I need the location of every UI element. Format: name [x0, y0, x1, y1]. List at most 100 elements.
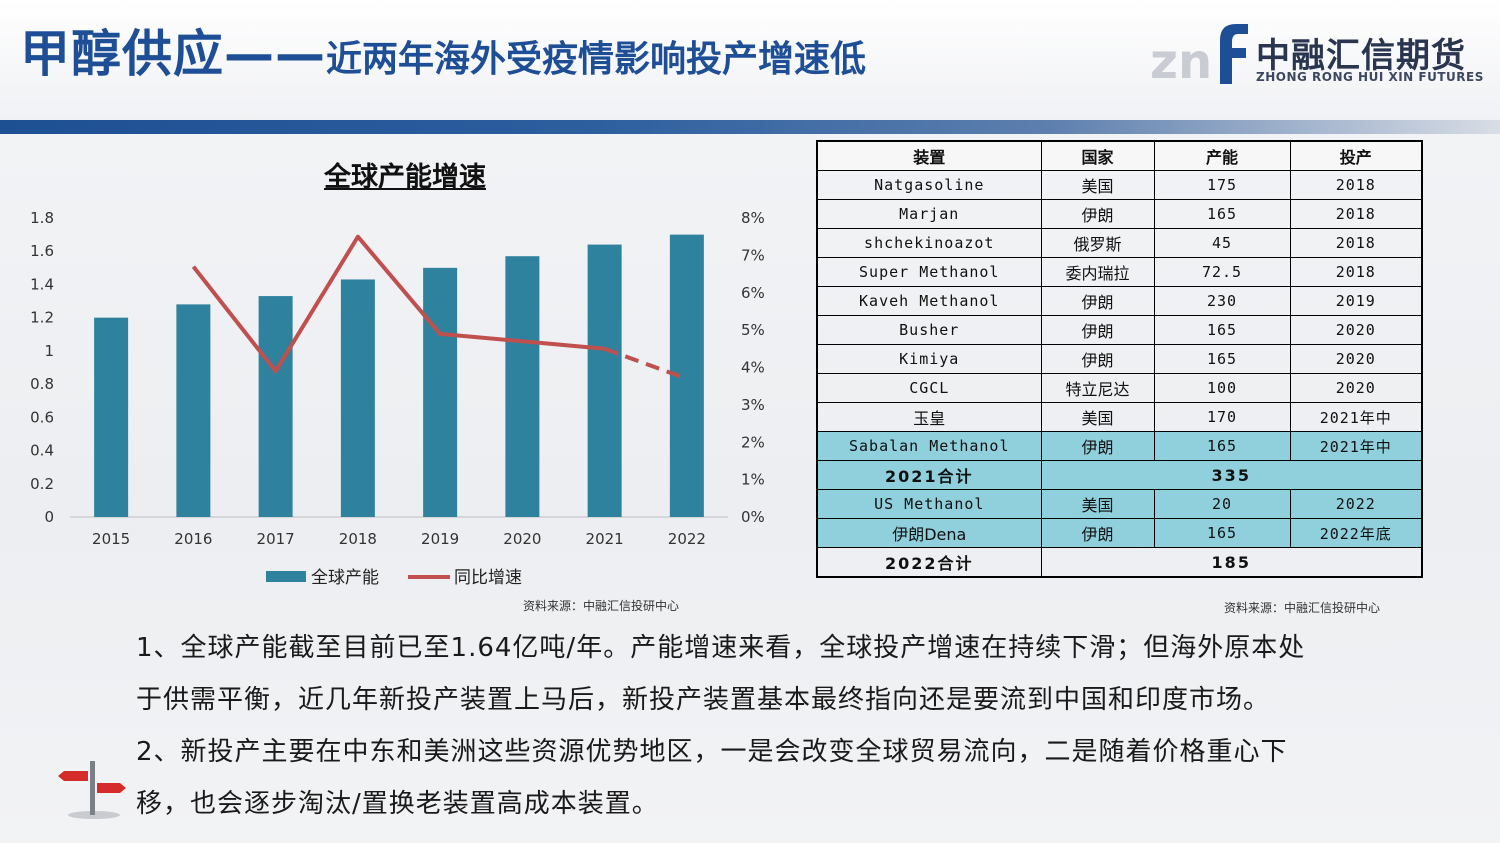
table-row: 伊朗Dena 伊朗 165 2022年底	[816, 518, 1423, 548]
table-source: 资料来源：中融汇信投研中心	[1224, 601, 1381, 615]
table-cell-start: 2018	[1289, 228, 1423, 258]
capacity-bar	[258, 296, 293, 517]
table-row: shchekinoazot 俄罗斯 45 2018	[816, 228, 1423, 258]
table-cell-name: Sabalan Methanol	[816, 431, 1042, 461]
y-tick-label: 1	[44, 342, 54, 360]
table-cell-start: 2021年中	[1289, 402, 1423, 432]
table-cell-country: 美国	[1040, 402, 1155, 432]
table-cell-country: 伊朗	[1040, 344, 1155, 374]
table-total-value: 185	[1040, 547, 1423, 578]
x-tick-label: 2019	[421, 530, 459, 548]
table-cell-capacity: 165	[1153, 431, 1291, 461]
table-cell-country: 伊朗	[1040, 431, 1155, 461]
table-total-label: 2021合计	[816, 460, 1042, 490]
y-tick-label: 1.8	[30, 209, 54, 227]
chart-source: 资料来源：中融汇信投研中心	[523, 599, 680, 613]
y-tick-label: 0	[44, 508, 54, 526]
table-row: US Methanol 美国 20 2022	[816, 489, 1423, 519]
signpost-icon	[58, 761, 126, 819]
table-cell-country: 特立尼达	[1040, 373, 1155, 403]
table-cell-start: 2022	[1289, 489, 1423, 519]
table-cell-country: 美国	[1040, 489, 1155, 519]
table-cell-country: 美国	[1040, 170, 1155, 200]
table-cell-country: 伊朗	[1040, 199, 1155, 229]
table-header-cell: 产能	[1153, 140, 1291, 171]
x-tick-label: 2022	[668, 530, 706, 548]
table-cell-name: 玉皇	[816, 402, 1042, 432]
y-tick-label: 0.4	[30, 442, 54, 460]
table-total-row: 2022合计 185	[816, 547, 1423, 578]
y-tick-label: 0.6	[30, 408, 54, 426]
table-cell-name: 伊朗Dena	[816, 518, 1042, 548]
table-cell-name: shchekinoazot	[816, 228, 1042, 258]
table-cell-name: Marjan	[816, 199, 1042, 229]
table-cell-capacity: 72.5	[1153, 257, 1291, 287]
table-cell-capacity: 165	[1153, 315, 1291, 345]
capacity-bar	[587, 244, 622, 518]
logo-mark-icon: zn	[1150, 24, 1248, 88]
table-cell-name: US Methanol	[816, 489, 1042, 519]
chart-title: 全球产能增速	[10, 155, 800, 194]
capacity-bar	[94, 317, 129, 517]
table-cell-start: 2021年中	[1289, 431, 1423, 461]
logo-cn-text: 中融汇信期货	[1256, 36, 1466, 76]
table-cell-start: 2019	[1289, 286, 1423, 316]
y2-tick-label: 4%	[741, 359, 765, 377]
table-cell-country: 伊朗	[1040, 518, 1155, 548]
legend-swatch-bar	[266, 571, 306, 582]
x-tick-label: 2017	[257, 530, 295, 548]
x-tick-label: 2020	[503, 530, 541, 548]
legend-label-growth: 同比增速	[454, 568, 522, 588]
y2-tick-label: 8%	[741, 209, 765, 227]
table-cell-name: CGCL	[816, 373, 1042, 403]
table-cell-start: 2022年底	[1289, 518, 1423, 548]
table-cell-start: 2020	[1289, 344, 1423, 374]
table-cell-start: 2020	[1289, 373, 1423, 403]
page-title-main: 甲醇供应——	[20, 25, 326, 83]
table-cell-country: 俄罗斯	[1040, 228, 1155, 258]
capacity-bar	[176, 304, 211, 517]
table-row: Super Methanol 委内瑞拉 72.5 2018	[816, 257, 1423, 287]
table-row: Kimiya 伊朗 165 2020	[816, 344, 1423, 374]
x-tick-label: 2018	[339, 530, 377, 548]
bullet-line: 1、全球产能截至目前已至1.64亿吨/年。产能增速来看，全球投产增速在持续下滑；…	[136, 633, 1306, 663]
table-total-row: 2021合计 335	[816, 460, 1423, 490]
table-row: CGCL 特立尼达 100 2020	[816, 373, 1423, 403]
table-cell-name: Super Methanol	[816, 257, 1042, 287]
table-cell-name: Kaveh Methanol	[816, 286, 1042, 316]
table-row: Natgasoline 美国 175 2018	[816, 170, 1423, 200]
table-cell-capacity: 165	[1153, 199, 1291, 229]
growth-line-projected	[603, 346, 688, 381]
table-cell-capacity: 45	[1153, 228, 1291, 258]
table-row: 玉皇 美国 170 2021年中	[816, 402, 1423, 432]
table-row: Sabalan Methanol 伊朗 165 2021年中	[816, 431, 1423, 461]
page-title-sub: 近两年海外受疫情影响投产增速低	[326, 39, 867, 80]
y-tick-label: 1.4	[30, 275, 54, 293]
table-cell-name: Natgasoline	[816, 170, 1042, 200]
y2-tick-label: 6%	[741, 284, 765, 302]
table-cell-name: Busher	[816, 315, 1042, 345]
capacity-bar	[423, 267, 458, 517]
bullet-line: 移，也会逐步淘汰/置换老装置高成本装置。	[136, 789, 659, 819]
table-cell-start: 2018	[1289, 199, 1423, 229]
bullet-line: 2、新投产主要在中东和美洲这些资源优势地区，一是会改变全球贸易流向，二是随着价格…	[136, 737, 1288, 767]
table-cell-capacity: 230	[1153, 286, 1291, 316]
table-cell-start: 2020	[1289, 315, 1423, 345]
y-tick-label: 1.6	[30, 242, 54, 260]
table-row: Marjan 伊朗 165 2018	[816, 199, 1423, 229]
header: 甲醇供应——近两年海外受疫情影响投产增速低 zn 中融汇信期货 ZHONG RO…	[0, 0, 1500, 120]
page-title: 甲醇供应——近两年海外受疫情影响投产增速低	[20, 14, 866, 86]
chart-title-text: 全球产能增速	[324, 162, 486, 193]
y2-tick-label: 5%	[741, 321, 765, 339]
table-header-cell: 装置	[816, 140, 1042, 171]
table-cell-name: Kimiya	[816, 344, 1042, 374]
capacity-bar	[340, 279, 375, 517]
chart-panel: 0 0.2 0.4 0.6 0.8 1 1.2 1.4 1.6 1.8 0% 1% 2% 3% 4% 5% 6%…	[10, 140, 800, 620]
bullet-text: 1、全球产能截至目前已至1.64亿吨/年。产能增速来看，全球投产增速在持续下滑；…	[136, 622, 1436, 830]
logo-en-text: ZHONG RONG HUI XIN FUTURES	[1256, 70, 1484, 84]
table-row: Busher 伊朗 165 2020	[816, 315, 1423, 345]
table-cell-country: 伊朗	[1040, 315, 1155, 345]
table-header-row: 装置 国家 产能 投产	[816, 140, 1423, 171]
table-cell-capacity: 165	[1153, 518, 1291, 548]
